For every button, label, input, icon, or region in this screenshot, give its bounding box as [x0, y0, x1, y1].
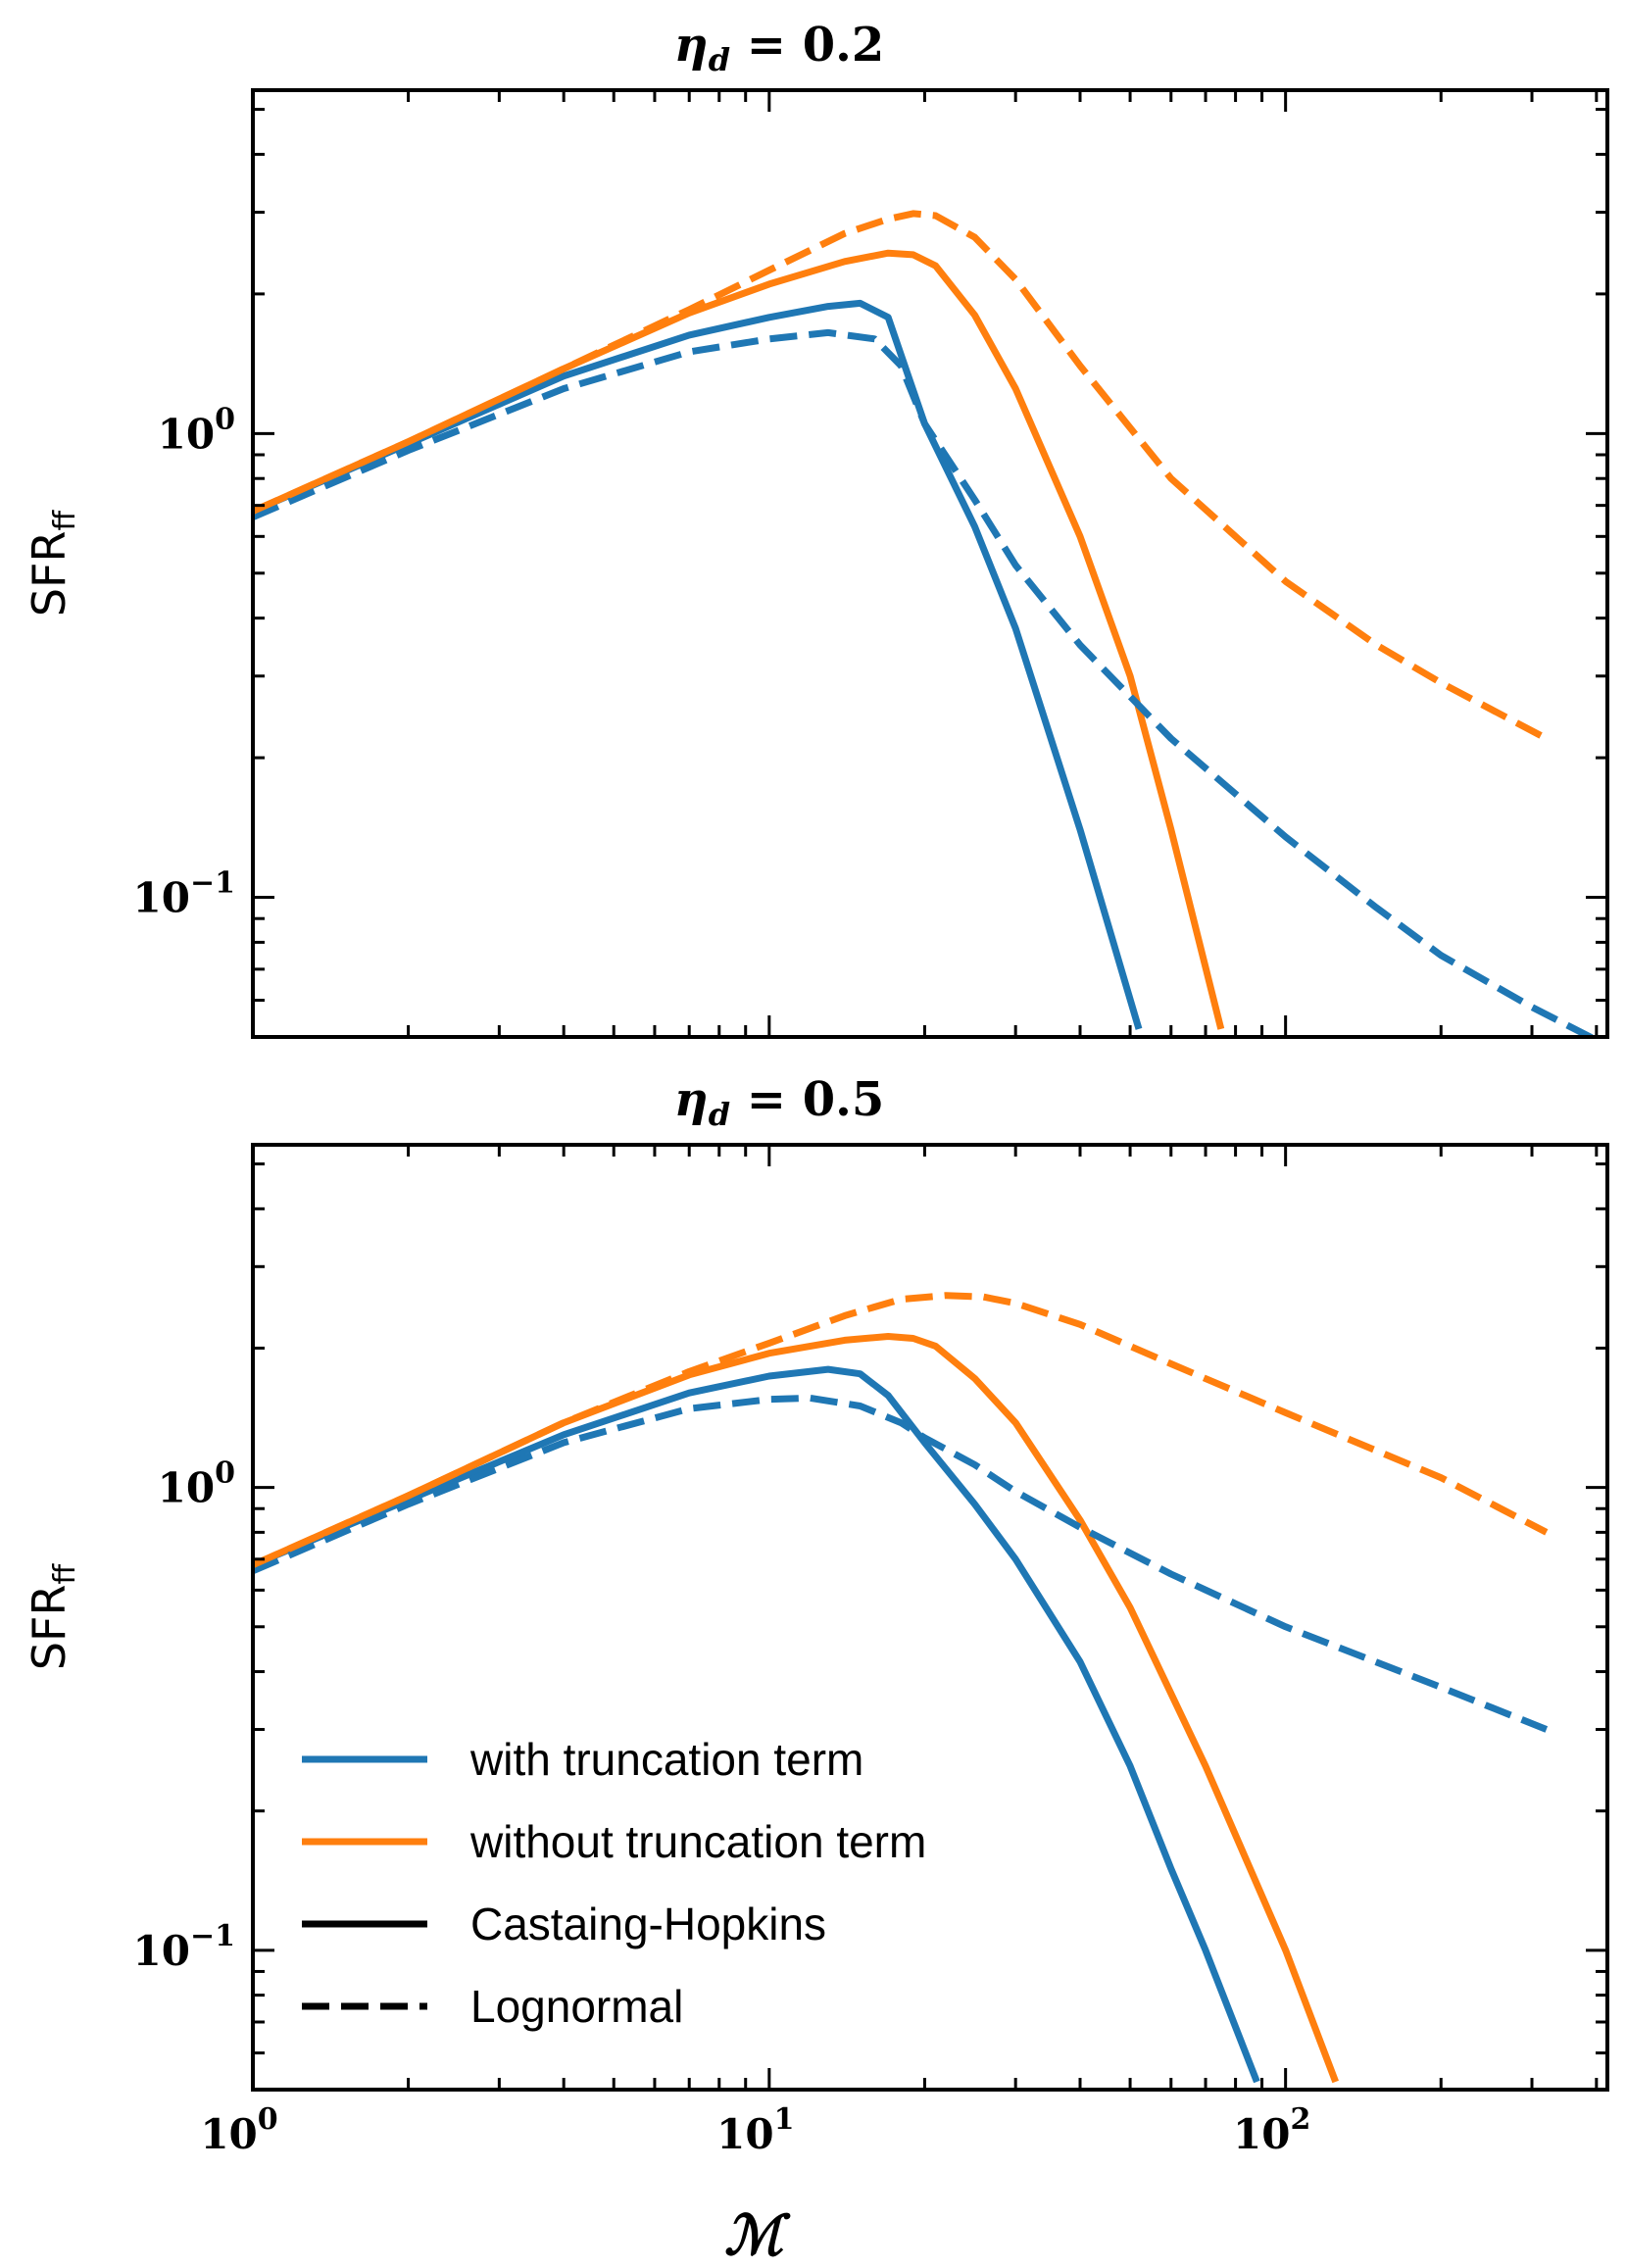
- series-line-2: [253, 1333, 1339, 2084]
- legend-label-3: Castaing-Hopkins: [470, 1898, 826, 1949]
- panel-2: 10−1 100 100 101 102 ℳηd = 0.5 SFRff: [23, 1072, 1609, 2268]
- series-line-3: [253, 1394, 1549, 1733]
- y-tick-label: 100: [158, 1456, 235, 1512]
- x-axis-label: ℳ: [724, 2203, 791, 2268]
- panel-title: ηd = 0.5: [674, 1072, 884, 1133]
- y-axis-label: SFRff: [23, 510, 82, 617]
- y-tick-label: 10−1: [133, 1919, 235, 1975]
- x-tick-label: 102: [1233, 2102, 1310, 2158]
- x-ticks: [251, 1145, 1599, 2090]
- x-tick-label: 100: [200, 2102, 277, 2158]
- panel-title: ηd = 0.2: [674, 18, 884, 78]
- y-ticks: [253, 1162, 1607, 2092]
- x-tick-label: 101: [716, 2102, 794, 2158]
- legend-label-4: Lognormal: [470, 1981, 683, 2032]
- axes-frame: [251, 88, 1609, 1039]
- y-tick-label: 10−1: [133, 866, 235, 922]
- axes-frame: [251, 1143, 1609, 2092]
- series-line-4: [253, 210, 1549, 742]
- y-ticks: [253, 108, 1607, 1039]
- y-tick-label: 100: [158, 402, 235, 458]
- series-line-4: [253, 1292, 1549, 1568]
- panel-1: 10−1 100 ηd = 0.2 SFRff: [23, 18, 1609, 1039]
- series-line-3: [253, 328, 1599, 1037]
- series-line-2: [253, 249, 1225, 1030]
- legend-label-2: without truncation term: [469, 1816, 926, 1867]
- legend: with truncation term without truncation t…: [302, 1734, 926, 2032]
- series-line-1: [253, 1365, 1260, 2084]
- x-ticks: [251, 90, 1599, 1037]
- y-axis-label: SFRff: [23, 1563, 82, 1671]
- legend-label-1: with truncation term: [469, 1734, 863, 1785]
- series-group: [253, 1292, 1549, 2084]
- series-line-1: [253, 299, 1143, 1030]
- series-group: [253, 210, 1599, 1037]
